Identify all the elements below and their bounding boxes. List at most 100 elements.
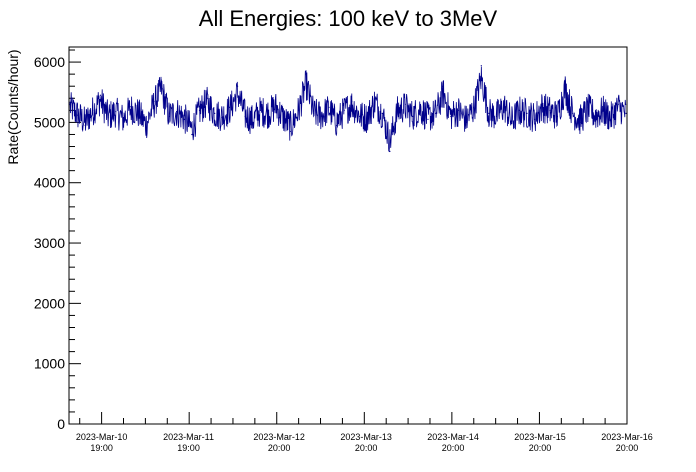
data-point	[564, 79, 566, 81]
data-point	[396, 109, 399, 111]
y-tick-label: 2000	[34, 295, 65, 311]
data-point	[374, 97, 376, 99]
data-point	[556, 115, 559, 117]
data-point	[69, 103, 71, 105]
data-point	[92, 109, 94, 111]
data-point	[602, 109, 604, 111]
data-point	[122, 120, 124, 122]
y-tick-label: 0	[57, 416, 65, 432]
data-point	[328, 106, 330, 108]
series-layer	[69, 65, 627, 153]
data-point	[305, 73, 307, 75]
data-point	[534, 118, 536, 120]
x-tick-label-date: 2023-Mar-12	[253, 432, 305, 442]
x-tick-label-date: 2023-Mar-16	[601, 432, 653, 442]
data-point	[297, 109, 300, 111]
data-point	[145, 127, 147, 130]
data-point	[427, 118, 429, 120]
data-point	[137, 112, 140, 114]
data-point	[191, 133, 193, 136]
data-point	[412, 115, 414, 117]
y-axis-label: Rate(Counts/hour)	[5, 49, 21, 164]
data-point	[518, 109, 520, 111]
y-tick-label: 5000	[34, 114, 65, 130]
data-point	[343, 109, 345, 111]
data-point	[77, 114, 79, 116]
data-point	[107, 116, 109, 119]
data-point	[168, 115, 170, 117]
data-point	[587, 106, 589, 108]
x-tick-label-time: 20:00	[355, 443, 378, 453]
data-point	[115, 110, 117, 113]
data-point	[320, 115, 322, 117]
data-point	[267, 112, 269, 114]
x-tick-label-time: 20:00	[268, 443, 291, 453]
y-tick-label: 6000	[34, 54, 65, 70]
data-point	[153, 100, 155, 102]
data-point	[381, 112, 383, 114]
data-point	[480, 65, 482, 67]
y-axis: 0 1000 2000 3000 4000 5000 6000	[34, 49, 81, 432]
x-tick-label-time: 20:00	[442, 443, 465, 453]
data-point	[495, 115, 498, 117]
x-tick-label-date: 2023-Mar-13	[340, 432, 392, 442]
plot-frame	[68, 46, 628, 425]
data-point	[366, 118, 368, 120]
data-point	[335, 124, 338, 127]
y-tick-label: 4000	[34, 175, 65, 191]
data-point	[389, 150, 391, 152]
data-point	[282, 118, 284, 120]
data-point	[488, 112, 490, 114]
x-tick-label-date: 2023-Mar-11	[163, 432, 214, 442]
data-point	[275, 103, 277, 105]
data-point	[206, 97, 208, 99]
data-point	[99, 94, 102, 96]
data-point	[511, 123, 513, 125]
data-point	[473, 106, 475, 108]
data-point	[572, 112, 574, 114]
x-axis: 2023-Mar-1019:002023-Mar-1119:002023-Mar…	[76, 412, 653, 453]
data-point	[617, 103, 619, 105]
x-tick-label-time: 19:00	[90, 443, 113, 453]
data-point	[419, 106, 421, 108]
data-point	[252, 121, 254, 123]
data-point	[313, 112, 315, 114]
data-point	[594, 115, 597, 117]
data-point	[404, 103, 406, 105]
data-point	[610, 118, 612, 120]
data-point	[526, 112, 528, 114]
y-tick-label: 3000	[34, 235, 65, 251]
x-tick-label-date: 2023-Mar-10	[76, 432, 128, 442]
data-point	[625, 112, 627, 114]
data-point	[358, 115, 361, 117]
data-point	[457, 109, 460, 111]
data-point	[198, 109, 201, 111]
x-tick-label-date: 2023-Mar-14	[427, 432, 479, 442]
x-tick-label-date: 2023-Mar-15	[514, 432, 566, 442]
data-point	[434, 112, 437, 114]
data-point	[549, 109, 551, 111]
data-point	[450, 115, 452, 117]
data-point	[160, 79, 162, 81]
data-point	[229, 106, 231, 108]
data-point	[244, 115, 246, 117]
data-point	[351, 100, 353, 102]
data-point	[503, 103, 505, 105]
data-point	[290, 130, 292, 133]
data-point	[214, 112, 216, 114]
x-tick-label-time: 19:00	[177, 443, 200, 453]
data-point	[183, 118, 185, 120]
data-point	[176, 110, 178, 113]
data-point	[259, 109, 262, 111]
y-tick-label: 1000	[34, 356, 65, 372]
data-point	[465, 121, 467, 123]
data-point	[442, 85, 444, 87]
chart-title: All Energies: 100 keV to 3MeV	[199, 6, 498, 31]
x-tick-label-time: 20:00	[616, 443, 639, 453]
data-point	[236, 85, 239, 87]
x-tick-label-time: 20:00	[529, 443, 552, 453]
data-point	[221, 116, 223, 119]
data-point	[130, 106, 132, 108]
data-point	[84, 124, 86, 127]
